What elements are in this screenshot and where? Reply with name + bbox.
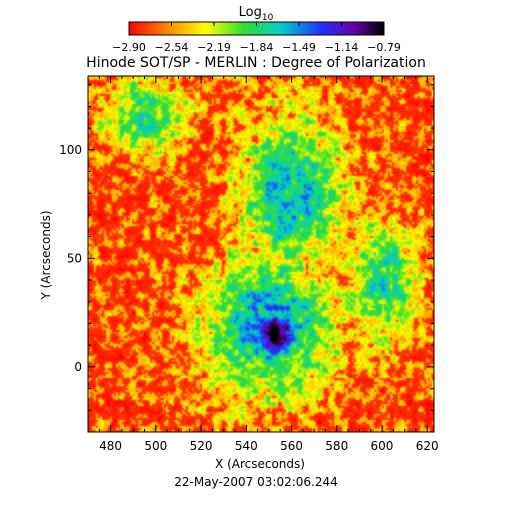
- colorbar-title-base: Log: [239, 5, 262, 20]
- x-tick-label: 600: [371, 439, 394, 453]
- x-tick-label: 560: [280, 439, 303, 453]
- x-tick-label: 580: [325, 439, 348, 453]
- y-tick-label: 100: [59, 143, 82, 157]
- colorbar-tick-label: −2.54: [155, 41, 189, 54]
- colorbar-ticks: −2.90 −2.54 −2.19 −1.84 −1.49 −1.14 −0.79: [112, 22, 401, 54]
- x-axis-label: X (Arcseconds): [215, 457, 305, 471]
- y-axis: 0 50 100: [59, 84, 434, 433]
- polarization-map-image: [88, 76, 434, 432]
- colorbar-tick-label: −1.49: [282, 41, 316, 54]
- colorbar-tick-label: −1.14: [325, 41, 359, 54]
- x-tick-label: 540: [235, 439, 258, 453]
- x-tick-label: 500: [144, 439, 167, 453]
- observation-timestamp: 22-May-2007 03:02:06.244: [174, 475, 338, 489]
- y-tick-label: 50: [67, 251, 82, 265]
- colorbar-title: Log10: [239, 5, 274, 23]
- x-tick-label: 480: [99, 439, 122, 453]
- colorbar-tick-label: −1.84: [240, 41, 274, 54]
- x-tick-label: 520: [190, 439, 213, 453]
- colorbar-tick-label: −2.19: [197, 41, 231, 54]
- colorbar-tick-label: −2.90: [112, 41, 146, 54]
- plot-frame: [87, 75, 435, 433]
- polarization-map: [88, 76, 434, 432]
- x-axis: 480 500 520 540 560 580 600 620: [87, 76, 439, 453]
- x-tick-label: 620: [416, 439, 439, 453]
- y-tick-label: 0: [74, 360, 82, 374]
- colorbar-title-sub: 10: [262, 13, 274, 23]
- colorbar-tick-label: −0.79: [367, 41, 401, 54]
- y-axis-label: Y (Arcseconds): [39, 210, 53, 300]
- chart-title: Hinode SOT/SP - MERLIN : Degree of Polar…: [86, 55, 426, 71]
